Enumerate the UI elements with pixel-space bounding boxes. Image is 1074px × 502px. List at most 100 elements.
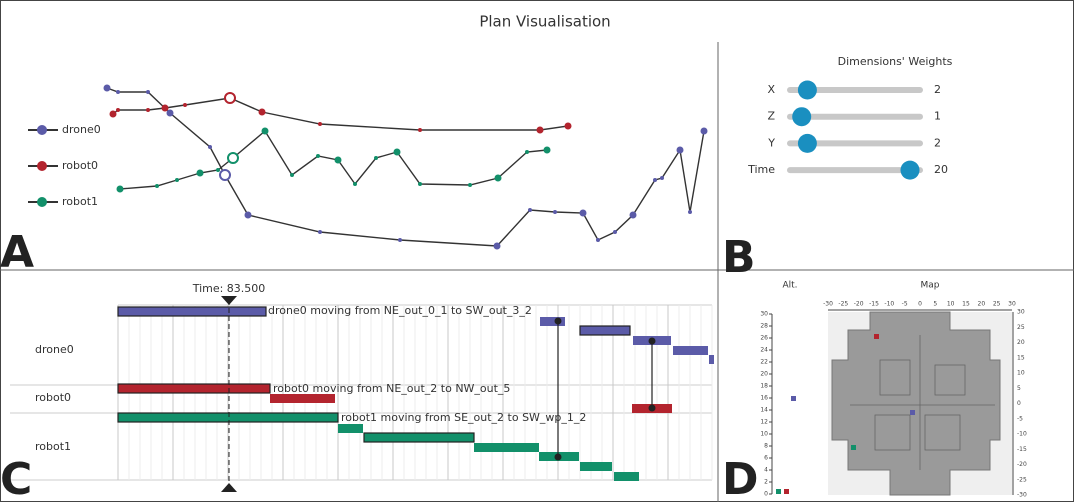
slider-value: 20: [934, 163, 948, 176]
time-label: Time: 83.500: [192, 282, 266, 295]
action-label: robot1 moving from SE_out_2 to SW_wp_1_2: [341, 411, 586, 424]
waypoint: [216, 168, 220, 172]
alt-marker: [776, 489, 781, 494]
waypoint: [418, 128, 422, 132]
waypoint: [175, 178, 179, 182]
map-marker: [851, 445, 856, 450]
waypoint: [565, 123, 572, 130]
slider-label: Time: [747, 163, 775, 176]
x-tick: 20: [978, 301, 986, 308]
waypoint: [110, 111, 117, 118]
x-tick: -5: [902, 301, 908, 308]
waypoint: [116, 90, 120, 94]
action-bar: [338, 424, 363, 433]
alt-tick: 8: [764, 443, 768, 450]
alt-tick: 26: [760, 335, 768, 342]
waypoint: [183, 103, 187, 107]
x-tick: 5: [933, 301, 937, 308]
waypoint: [117, 186, 124, 193]
x-tick: 15: [962, 301, 970, 308]
slider-thumb[interactable]: [798, 134, 817, 153]
waypoint: [197, 170, 204, 177]
current-position: [228, 153, 238, 163]
waypoint: [525, 150, 529, 154]
waypoint: [353, 182, 357, 186]
alt-tick: 12: [760, 419, 768, 426]
waypoint: [155, 184, 159, 188]
waypoint: [104, 85, 111, 92]
waypoint: [316, 154, 320, 158]
current-position: [225, 93, 235, 103]
waypoint: [630, 212, 637, 219]
y-tick: -20: [1017, 461, 1027, 468]
waypoint: [677, 147, 684, 154]
alt-tick: 0: [764, 491, 768, 498]
alt-tick: 18: [760, 383, 768, 390]
panel-label: A: [0, 227, 34, 278]
waypoint: [262, 128, 269, 135]
alt-marker: [791, 396, 796, 401]
waypoint: [394, 149, 401, 156]
map-title: Map: [921, 281, 940, 291]
waypoint: [537, 127, 544, 134]
alt-tick: 24: [760, 347, 768, 354]
panel-label: C: [0, 454, 32, 502]
panel-label: B: [722, 232, 756, 283]
waypoint: [468, 183, 472, 187]
alt-title: Alt.: [782, 281, 797, 291]
action-bar: [580, 326, 630, 335]
action-bar: [270, 394, 335, 403]
alt-tick: 30: [760, 311, 768, 318]
slider-thumb[interactable]: [792, 107, 811, 126]
x-tick: -20: [854, 301, 864, 308]
y-tick: 5: [1017, 385, 1021, 392]
y-tick: 20: [1017, 339, 1025, 346]
waypoint: [208, 145, 212, 149]
waypoint: [580, 210, 587, 217]
waypoint: [116, 108, 120, 112]
slider-thumb[interactable]: [798, 81, 817, 100]
action-bar: [614, 472, 639, 481]
title: Plan Visualisation: [479, 13, 610, 31]
alt-tick: 10: [760, 431, 768, 438]
waypoint: [613, 230, 617, 234]
y-tick: -15: [1017, 446, 1027, 453]
cursor-handle: [221, 296, 237, 305]
x-tick: -10: [884, 301, 894, 308]
x-tick: -25: [838, 301, 848, 308]
waypoint: [660, 176, 664, 180]
waypoint: [494, 243, 501, 250]
alt-tick: 14: [760, 407, 768, 414]
waypoint: [418, 182, 422, 186]
waypoint: [701, 128, 708, 135]
legend-label: robot1: [62, 195, 98, 208]
legend-label: drone0: [62, 123, 101, 136]
slider-label: Z: [767, 110, 775, 123]
waypoint: [596, 238, 600, 242]
legend-label: robot0: [62, 159, 98, 172]
slider-label: Y: [767, 136, 775, 149]
slider-value: 1: [934, 110, 941, 123]
row-label: drone0: [35, 343, 74, 356]
action-bar: [118, 307, 266, 316]
y-tick: 30: [1017, 309, 1025, 316]
y-tick: 10: [1017, 370, 1025, 377]
slider-value: 2: [934, 136, 941, 149]
alt-tick: 20: [760, 371, 768, 378]
action-bar: [580, 462, 612, 471]
x-tick: 0: [918, 301, 922, 308]
y-tick: 15: [1017, 354, 1025, 361]
y-tick: -25: [1017, 476, 1027, 483]
y-tick: -10: [1017, 431, 1027, 438]
dependency-end: [649, 338, 656, 345]
alt-tick: 6: [764, 455, 768, 462]
slider-thumb[interactable]: [901, 161, 920, 180]
action-bar: [118, 384, 270, 393]
row-label: robot1: [35, 440, 71, 453]
waypoint: [290, 173, 294, 177]
action-bar: [673, 346, 708, 355]
legend-dot: [37, 125, 47, 135]
slider-value: 2: [934, 83, 941, 96]
y-tick: 0: [1017, 400, 1021, 407]
